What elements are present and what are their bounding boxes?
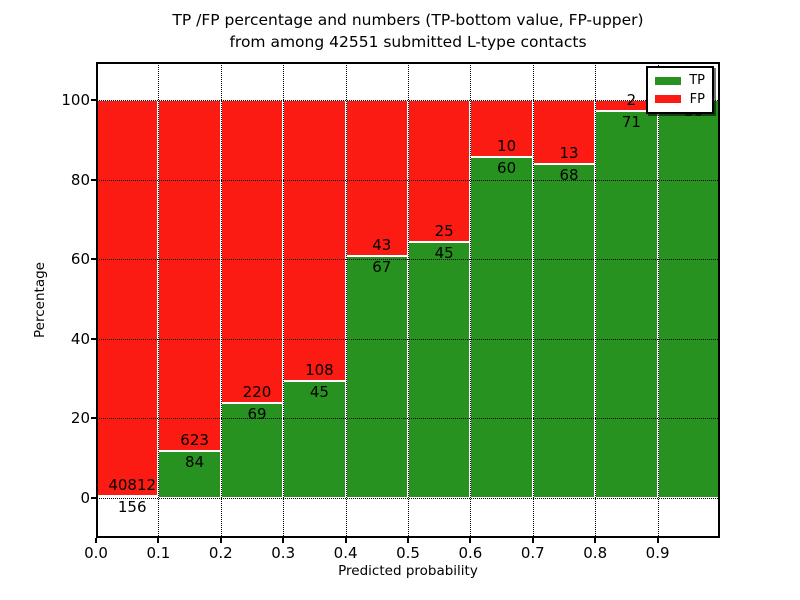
y-tick-mark <box>91 178 96 181</box>
y-tick-label: 40 <box>70 329 90 348</box>
gridline-v-0.6 <box>470 62 472 538</box>
fp-count-label: 40812 <box>108 476 157 495</box>
y-axis-label: Percentage <box>32 262 48 338</box>
bar-tp-segment <box>158 450 221 498</box>
y-tick-mark <box>91 417 96 420</box>
chart-title-line1: TP /FP percentage and numbers (TP-bottom… <box>172 11 644 29</box>
gridline-v-0.7 <box>532 62 534 538</box>
y-tick-label: 80 <box>70 170 90 189</box>
legend-label-fp: FP <box>689 91 705 107</box>
bar-tp-segment <box>532 163 596 498</box>
x-tick-label: 0.1 <box>146 544 171 562</box>
x-tick-label: 0.7 <box>520 544 545 562</box>
x-tick-label: 0.2 <box>208 544 233 562</box>
bar-tp-segment <box>408 242 471 498</box>
bar-fp-segment <box>283 100 346 381</box>
legend-item-fp: FP <box>655 92 705 107</box>
y-tick-label: 0 <box>80 489 90 507</box>
bar-fp-segment <box>220 100 284 403</box>
x-tick-mark <box>531 538 534 543</box>
plot-border-right <box>718 62 720 538</box>
tp-count-label: 69 <box>247 404 267 423</box>
gridline-v-0.9 <box>657 62 659 538</box>
fp-count-label: 25 <box>434 222 454 241</box>
bar-fp-segment <box>158 100 221 451</box>
tp-count-label: 71 <box>621 112 641 131</box>
bar-tp-segment <box>345 255 408 498</box>
y-tick-mark <box>91 497 96 499</box>
bar-tp-segment <box>595 110 658 498</box>
x-tick-label: 0.8 <box>583 544 608 562</box>
bar-fp-segment <box>532 100 596 164</box>
y-tick-mark <box>91 258 96 261</box>
legend-swatch-fp <box>655 95 681 104</box>
y-tick-mark <box>91 99 96 101</box>
fp-count-label: 13 <box>559 143 579 162</box>
tp-count-label: 67 <box>372 257 392 276</box>
x-tick-mark <box>407 538 409 543</box>
legend: TP FP <box>646 66 714 114</box>
plot-area: 40812 156 623 84 220 69 108 45 43 67 25 45 10 60 13 68 2… <box>96 62 720 538</box>
tp-count-label: 45 <box>434 244 454 263</box>
fp-count-label: 220 <box>242 382 272 401</box>
x-tick-mark <box>95 538 97 543</box>
x-tick-label: 0.6 <box>458 544 483 562</box>
x-tick-label: 0.5 <box>396 544 420 562</box>
tp-count-label: 60 <box>497 158 517 177</box>
x-tick-label: 0.0 <box>84 544 108 562</box>
fp-count-label: 108 <box>305 360 334 379</box>
legend-item-tp: TP <box>655 73 705 88</box>
legend-label-tp: TP <box>689 73 705 89</box>
y-tick-label: 100 <box>61 91 90 109</box>
bar-fp-segment <box>345 100 408 256</box>
tp-count-label: 156 <box>117 498 147 517</box>
x-tick-mark <box>282 538 285 543</box>
chart-title-line2: from among 42551 submitted L-type contac… <box>229 33 587 51</box>
x-axis-label: Predicted probability <box>338 563 478 579</box>
x-tick-mark <box>594 538 597 543</box>
gridline-v-0.5 <box>408 62 409 538</box>
bar-fp-segment <box>408 100 471 243</box>
fp-count-label: 2 <box>626 90 637 109</box>
gridline-v-0.8 <box>595 62 597 538</box>
tp-count-label: 84 <box>185 452 205 471</box>
fp-count-label: 10 <box>497 136 517 155</box>
y-tick-mark <box>91 337 96 340</box>
x-tick-mark <box>157 538 160 543</box>
x-tick-label: 0.4 <box>333 544 358 562</box>
plot-border-bottom <box>96 536 720 538</box>
plot-border-top <box>96 62 720 64</box>
gridline-v-0.2 <box>220 62 222 538</box>
x-tick-mark <box>469 538 472 543</box>
x-tick-mark <box>219 538 222 543</box>
fp-count-label: 43 <box>372 235 392 254</box>
tp-count-label: 68 <box>559 165 579 184</box>
tp-count-label: 45 <box>309 382 329 401</box>
legend-swatch-tp <box>655 76 681 85</box>
x-tick-label: 0.3 <box>271 544 296 562</box>
bar-tp-segment <box>657 100 720 498</box>
bar-tp-segment <box>470 156 533 498</box>
bar-fp-segment <box>96 100 159 497</box>
y-tick-label: 60 <box>70 250 90 269</box>
gridline-v-0.4 <box>345 62 347 538</box>
x-tick-mark <box>656 538 659 543</box>
y-tick-label: 20 <box>70 409 90 428</box>
fp-count-label: 623 <box>180 430 209 449</box>
x-tick-label: 0.9 <box>645 544 670 562</box>
plot-border-left <box>96 62 98 538</box>
gridline-v-0.1 <box>158 62 160 538</box>
gridline-v-0.3 <box>283 62 285 538</box>
x-tick-mark <box>344 538 347 543</box>
